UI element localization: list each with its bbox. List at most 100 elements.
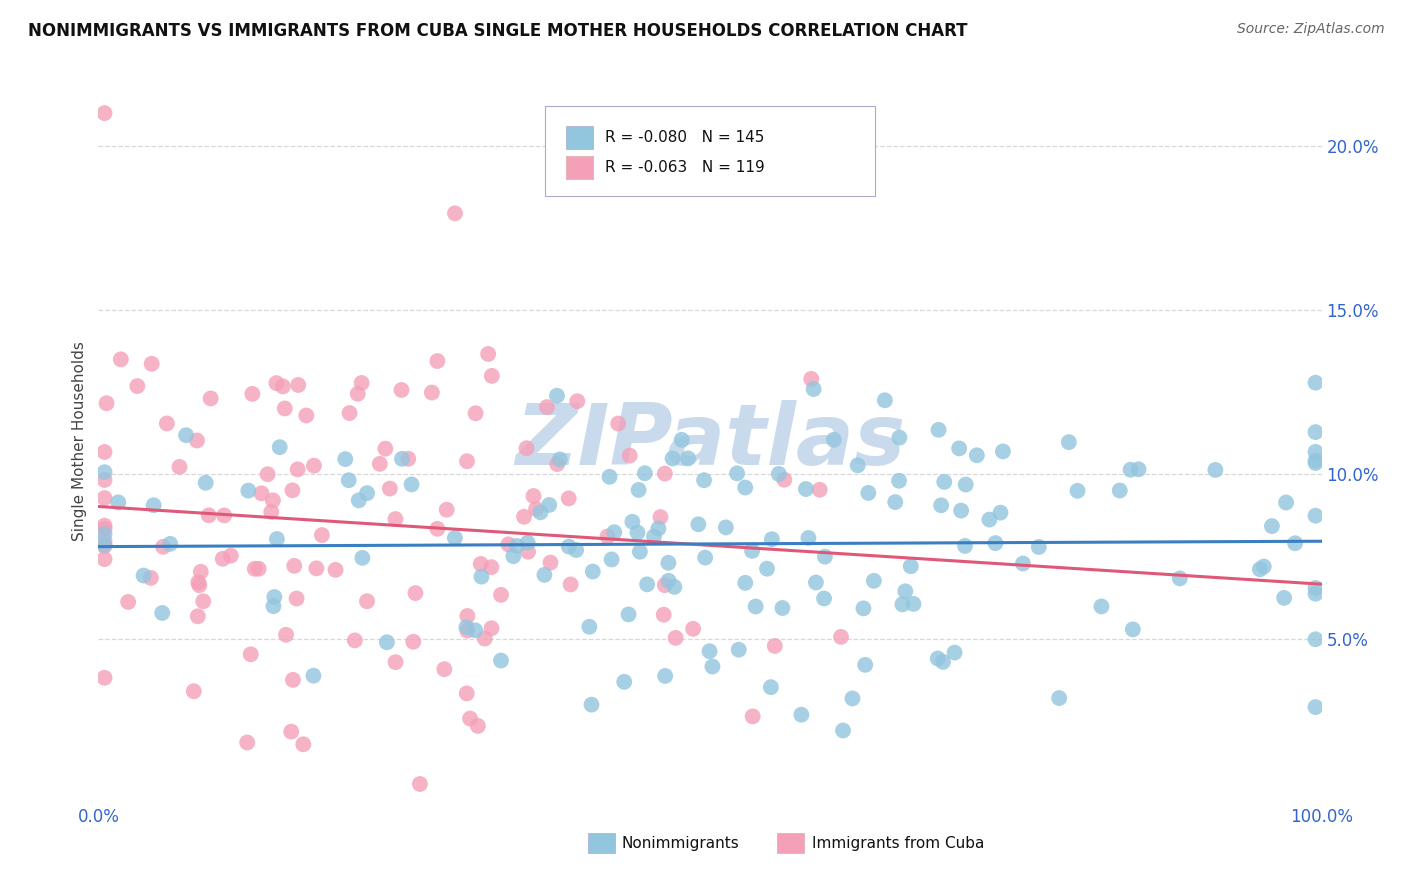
Point (546, 389, 568, 403)
Point (1305, 456, 1327, 470)
Point (188, 578, 211, 592)
Point (262, 599, 284, 614)
Point (489, 588, 512, 602)
Point (846, 458, 869, 473)
Point (524, 502, 547, 516)
Point (1253, 559, 1275, 574)
Point (384, 655, 406, 669)
Point (773, 473, 796, 487)
Point (761, 532, 783, 546)
Point (1305, 376, 1327, 390)
Point (269, 440, 291, 454)
Point (93, 465, 115, 479)
Point (540, 556, 562, 570)
Point (236, 735, 259, 749)
Point (688, 517, 710, 532)
Point (513, 509, 536, 524)
Point (337, 473, 360, 487)
Point (1305, 581, 1327, 595)
Point (1272, 591, 1295, 605)
Point (628, 545, 651, 559)
Y-axis label: Single Mother Households: Single Mother Households (72, 342, 87, 541)
Point (803, 382, 825, 396)
Point (470, 569, 492, 583)
Point (305, 561, 328, 575)
Point (238, 483, 260, 498)
Point (948, 442, 970, 456)
Point (150, 606, 173, 620)
Point (858, 486, 880, 500)
Point (852, 601, 875, 615)
Point (654, 467, 676, 481)
Point (481, 368, 503, 383)
Point (1261, 519, 1284, 533)
Point (295, 409, 318, 423)
Point (292, 737, 315, 751)
Point (665, 631, 688, 645)
Point (1108, 483, 1130, 498)
Point (409, 777, 432, 791)
Point (1057, 435, 1080, 450)
Point (567, 394, 589, 409)
Point (1305, 508, 1327, 523)
Point (256, 467, 278, 482)
FancyBboxPatch shape (546, 105, 875, 196)
Point (966, 448, 988, 462)
Point (456, 609, 478, 624)
Point (127, 379, 149, 393)
Point (741, 544, 763, 558)
Point (613, 674, 636, 689)
Point (239, 648, 262, 662)
Point (654, 578, 676, 592)
Point (498, 537, 520, 551)
Point (763, 639, 786, 653)
Point (596, 529, 619, 543)
Point (96, 396, 118, 410)
Point (426, 354, 449, 368)
Point (1249, 562, 1271, 576)
Point (652, 607, 675, 622)
Point (93, 445, 115, 459)
Point (804, 575, 827, 590)
Point (266, 376, 288, 390)
Point (770, 601, 793, 615)
Point (903, 597, 925, 611)
Text: NONIMMIGRANTS VS IMMIGRANTS FROM CUBA SINGLE MOTHER HOUSEHOLDS CORRELATION CHART: NONIMMIGRANTS VS IMMIGRANTS FROM CUBA SI… (28, 22, 967, 40)
Point (891, 598, 914, 612)
Point (734, 481, 756, 495)
Point (759, 680, 782, 694)
Point (756, 562, 779, 576)
Point (302, 458, 325, 473)
Point (953, 539, 976, 553)
Point (823, 433, 845, 447)
Point (1305, 425, 1327, 439)
Point (1122, 623, 1144, 637)
Point (356, 594, 378, 608)
Point (266, 532, 288, 546)
Point (93, 538, 115, 552)
Point (467, 719, 489, 733)
Point (950, 503, 973, 517)
Point (1204, 463, 1226, 477)
Point (391, 383, 413, 397)
Point (887, 474, 910, 488)
Point (200, 392, 222, 406)
Point (433, 662, 456, 676)
Point (863, 574, 886, 588)
Text: Source: ZipAtlas.com: Source: ZipAtlas.com (1237, 22, 1385, 37)
Point (603, 525, 626, 540)
Point (661, 451, 683, 466)
Point (197, 508, 219, 523)
Point (634, 467, 657, 481)
Point (657, 556, 679, 570)
Point (240, 387, 263, 401)
Point (536, 400, 558, 414)
Point (187, 609, 209, 624)
Point (991, 444, 1014, 458)
Point (565, 543, 588, 558)
Point (281, 673, 304, 687)
Point (243, 562, 266, 576)
Point (927, 651, 949, 665)
Point (477, 347, 499, 361)
Point (515, 441, 537, 455)
